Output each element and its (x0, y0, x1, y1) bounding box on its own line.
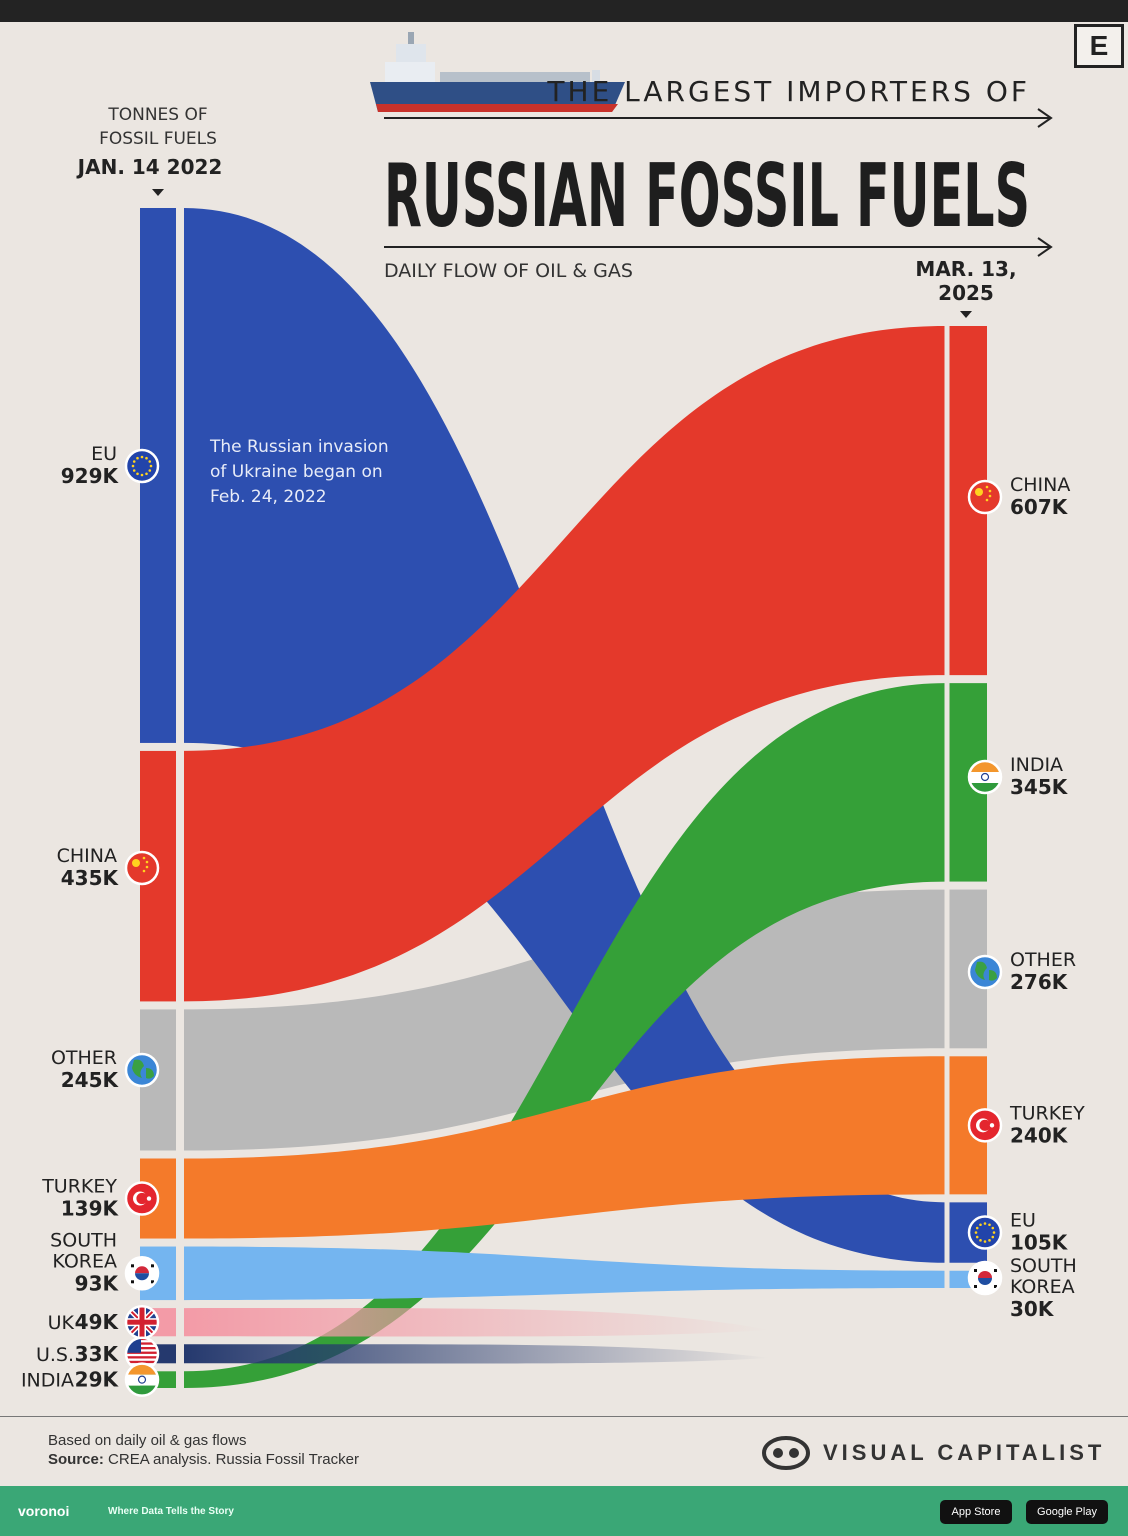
invasion-annotation: The Russian invasion of Ukraine began on F… (209, 437, 389, 507)
visual-capitalist-logo-icon (762, 1436, 810, 1470)
globe-icon (967, 954, 1003, 990)
right-name-india: INDIA (1010, 754, 1063, 776)
left-name-south-korea: SOUTH KOREA (50, 1229, 117, 1272)
visual-capitalist-wordmark: VISUAL CAPITALIST (823, 1440, 1106, 1465)
tanker-ship-icon (370, 32, 625, 112)
right-value-south-korea: 30K (1010, 1297, 1055, 1321)
app-store-button[interactable]: App Store (940, 1500, 1012, 1524)
left-value-uk: 49K (75, 1310, 120, 1334)
left-name-turkey: TURKEY (41, 1176, 117, 1198)
flow-bands (184, 208, 945, 1388)
annotation-text: The Russian invasion of Ukraine began on F… (209, 437, 389, 507)
source-text: CREA analysis. Russia Fossil Tracker (108, 1451, 359, 1468)
flow-uk-fading (184, 1308, 770, 1337)
right-name-south-korea: SOUTH KOREA (1010, 1255, 1077, 1298)
title-arrow-icon (1037, 237, 1053, 257)
left-name-u-s-: U.S. (36, 1344, 74, 1366)
kicker-arrow-icon (1037, 108, 1053, 128)
right-date-marker-icon (960, 311, 972, 318)
south-korea-flag-icon (967, 1260, 1003, 1296)
right-value-eu: 105K (1010, 1231, 1069, 1255)
footer-note: Based on daily oil & gas flows (48, 1432, 247, 1449)
left-name-india: INDIA (21, 1370, 74, 1392)
flow-south-korea (184, 1246, 945, 1301)
eu-flag-icon (967, 1215, 1003, 1250)
sankey-chart: THE LARGEST IMPORTERS OF RUSSIAN FOSSIL … (21, 32, 1085, 1397)
flow-turkey (184, 1056, 945, 1239)
left-value-india: 29K (75, 1368, 120, 1392)
flow-other (184, 889, 945, 1151)
globe-icon (124, 1052, 160, 1088)
left-value-u-s-: 33K (75, 1342, 120, 1366)
e-badge: E (1074, 24, 1124, 68)
right-name-turkey: TURKEY (1009, 1102, 1085, 1124)
right-date-header: MAR. 13, 2025 (915, 257, 1017, 318)
top-bar (0, 0, 1128, 22)
flow-china (184, 326, 945, 1002)
china-flag-icon (967, 479, 1003, 515)
uk-flag-icon (124, 1304, 160, 1340)
unit-label: TONNES OF FOSSIL FUELS (99, 105, 217, 149)
footer-source: Source: CREA analysis. Russia Fossil Tra… (48, 1451, 359, 1468)
header-subtitle: DAILY FLOW OF OIL & GAS (384, 260, 633, 282)
right-value-other: 276K (1010, 970, 1069, 994)
voronoi-tagline: Where Data Tells the Story (108, 1506, 234, 1517)
turkey-flag-icon (124, 1181, 160, 1216)
flow-india (184, 683, 945, 1388)
left-name-uk: UK (48, 1312, 75, 1334)
right-name-china: CHINA (1010, 474, 1070, 496)
left-date-header: TONNES OF FOSSIL FUELS JAN. 14 2022 (76, 105, 223, 196)
china-flag-icon (124, 850, 160, 886)
india-flag-icon (967, 759, 1003, 795)
left-value-eu: 929K (61, 464, 120, 488)
right-value-india: 345K (1010, 775, 1069, 799)
left-name-other: OTHER (51, 1047, 117, 1069)
eu-flag-icon (124, 448, 160, 484)
voronoi-logo[interactable]: voronoi (18, 1503, 70, 1519)
right-date: MAR. 13, 2025 (915, 257, 1016, 305)
left-date: JAN. 14 2022 (76, 155, 223, 179)
header-title: RUSSIAN FOSSIL FUELS (384, 145, 1030, 247)
left-value-china: 435K (61, 866, 120, 890)
south-korea-flag-icon (124, 1256, 160, 1291)
right-value-turkey: 240K (1010, 1123, 1069, 1147)
left-date-marker-icon (152, 189, 164, 196)
left-value-other: 245K (61, 1068, 120, 1092)
header-kicker: THE LARGEST IMPORTERS OF (546, 75, 1030, 108)
right-value-china: 607K (1010, 495, 1069, 519)
flow-us-fading (184, 1344, 770, 1364)
left-value-south-korea: 93K (75, 1271, 120, 1295)
turkey-flag-icon (967, 1108, 1003, 1143)
source-label: Source: (48, 1451, 104, 1468)
google-play-button[interactable]: Google Play (1026, 1500, 1108, 1524)
right-name-eu: EU (1010, 1210, 1036, 1232)
india-flag-icon (124, 1362, 160, 1397)
left-name-eu: EU (91, 443, 117, 465)
right-name-other: OTHER (1010, 949, 1076, 971)
footer-divider (0, 1416, 1128, 1417)
left-name-china: CHINA (57, 845, 117, 867)
left-value-turkey: 139K (61, 1197, 120, 1221)
